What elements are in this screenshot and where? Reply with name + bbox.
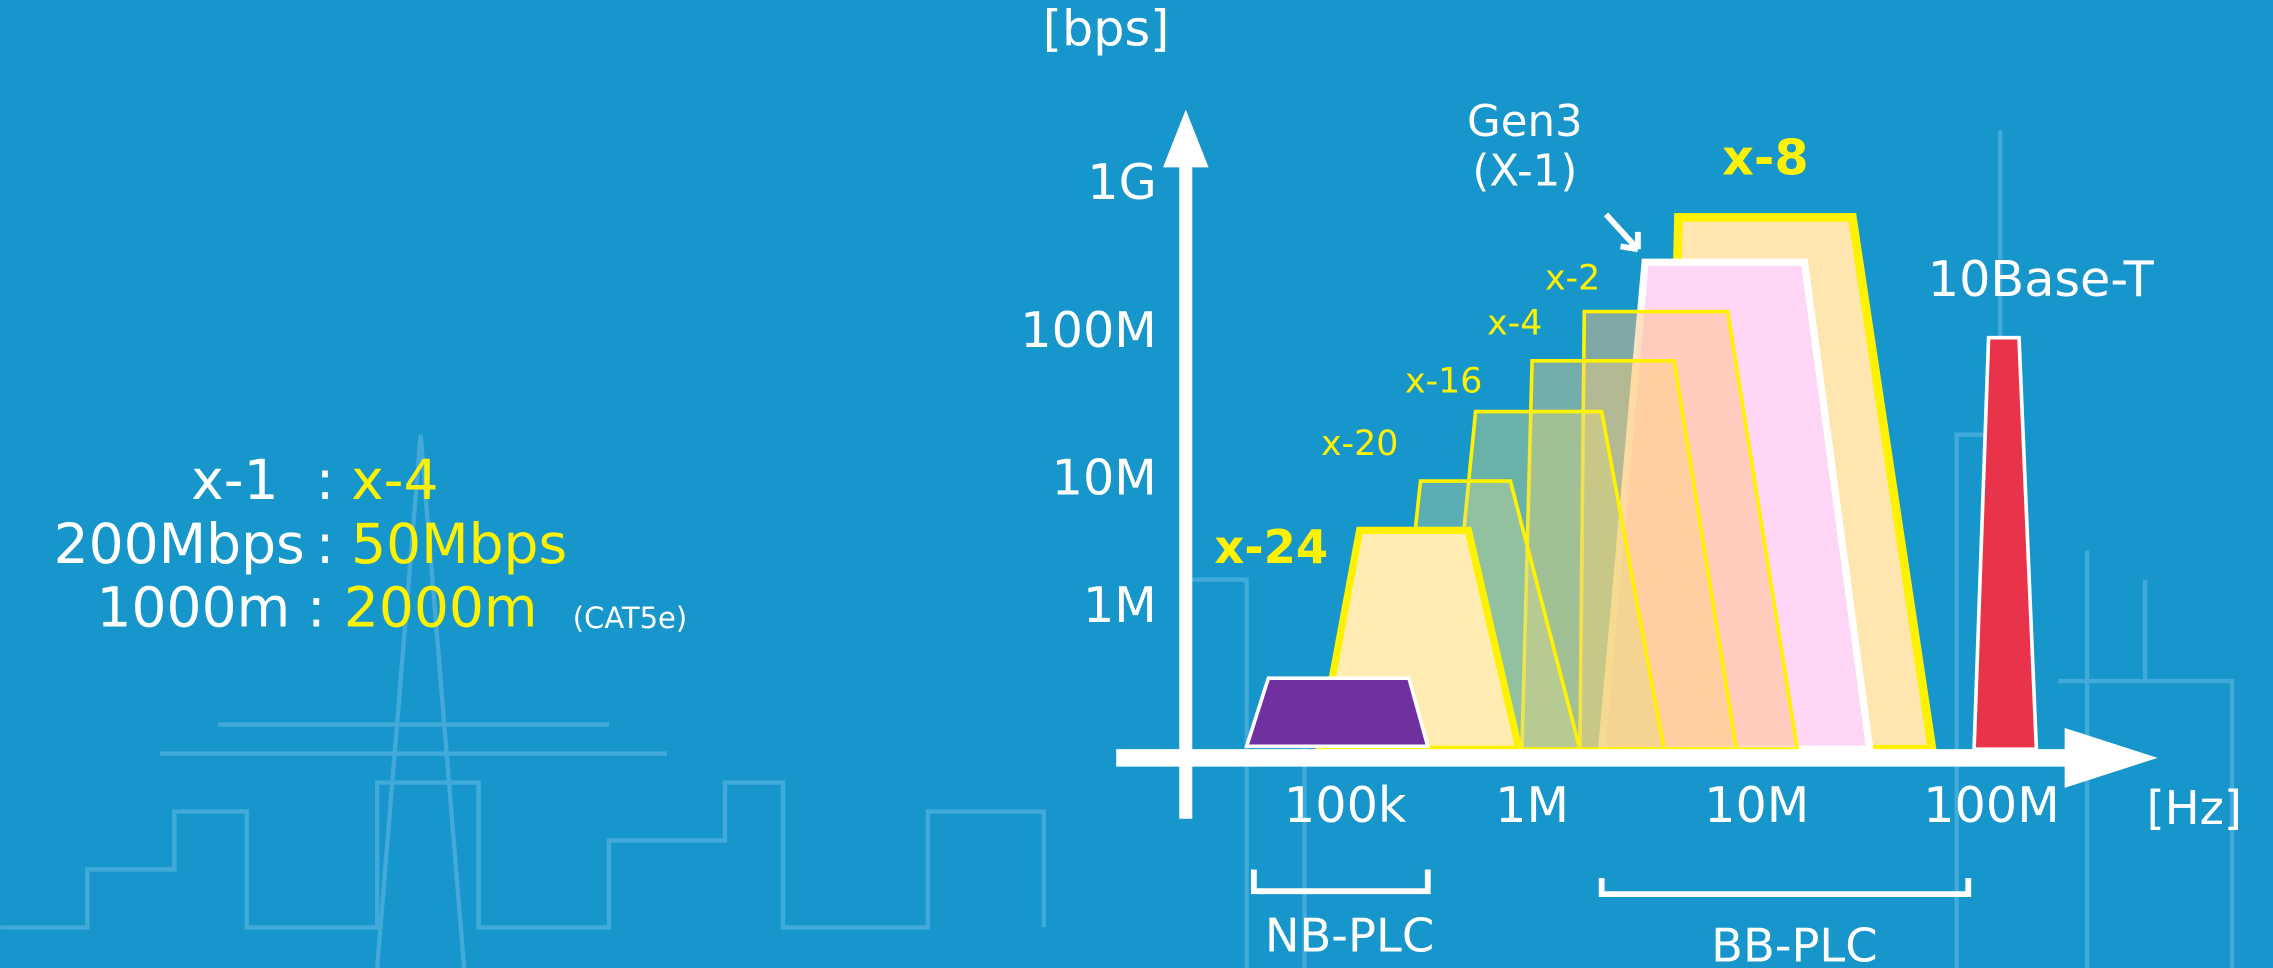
y-label: 100M (1020, 301, 1157, 359)
range-label: BB-PLC (1711, 919, 1878, 968)
axes (1116, 109, 2158, 897)
x-arrow (2064, 727, 2158, 788)
comparison-sep: : (307, 576, 326, 640)
y-label: 1G (1087, 153, 1157, 211)
y-label: 10M (1052, 449, 1157, 507)
gen3-arrow (1603, 212, 1641, 253)
x-unit: [Hz] (2147, 781, 2242, 835)
gen3-label: Gen3 (1467, 97, 1583, 147)
band-label: x-4 (1487, 304, 1542, 344)
comparison-right: x-4 (351, 448, 438, 512)
comparison-left: 200Mbps (54, 512, 305, 576)
y-arrow (1162, 109, 1209, 168)
band-label: x-2 (1545, 259, 1600, 299)
x-label: 100M (1923, 776, 2060, 834)
band-label: x-8 (1722, 128, 1808, 186)
comparison-note: (CAT5e) (573, 601, 687, 635)
x-label: 1M (1495, 776, 1569, 834)
band-label: x-24 (1214, 520, 1328, 574)
range-label: NB-PLC (1265, 909, 1434, 963)
nb-plc-band (1244, 676, 1431, 749)
ethernet-label: 10Base-T (1928, 250, 2155, 308)
gen3-label: (X-1) (1472, 146, 1577, 196)
y-label: 1M (1083, 576, 1157, 634)
band-label: x-20 (1321, 424, 1398, 464)
comparison-right: 2000m (344, 576, 538, 640)
comparison-left: x-1 (191, 448, 278, 512)
comparison-sep: : (316, 448, 335, 512)
comparison-right: 50Mbps (351, 512, 567, 576)
comparison-left: 1000m (97, 576, 291, 640)
comparison-sep: : (316, 512, 335, 576)
x-label: 10M (1704, 776, 1809, 834)
x-label: 100k (1284, 776, 1407, 834)
band-label: x-16 (1405, 362, 1482, 402)
y-unit: [bps] (1043, 0, 1170, 57)
range-brackets (1250, 869, 1972, 897)
